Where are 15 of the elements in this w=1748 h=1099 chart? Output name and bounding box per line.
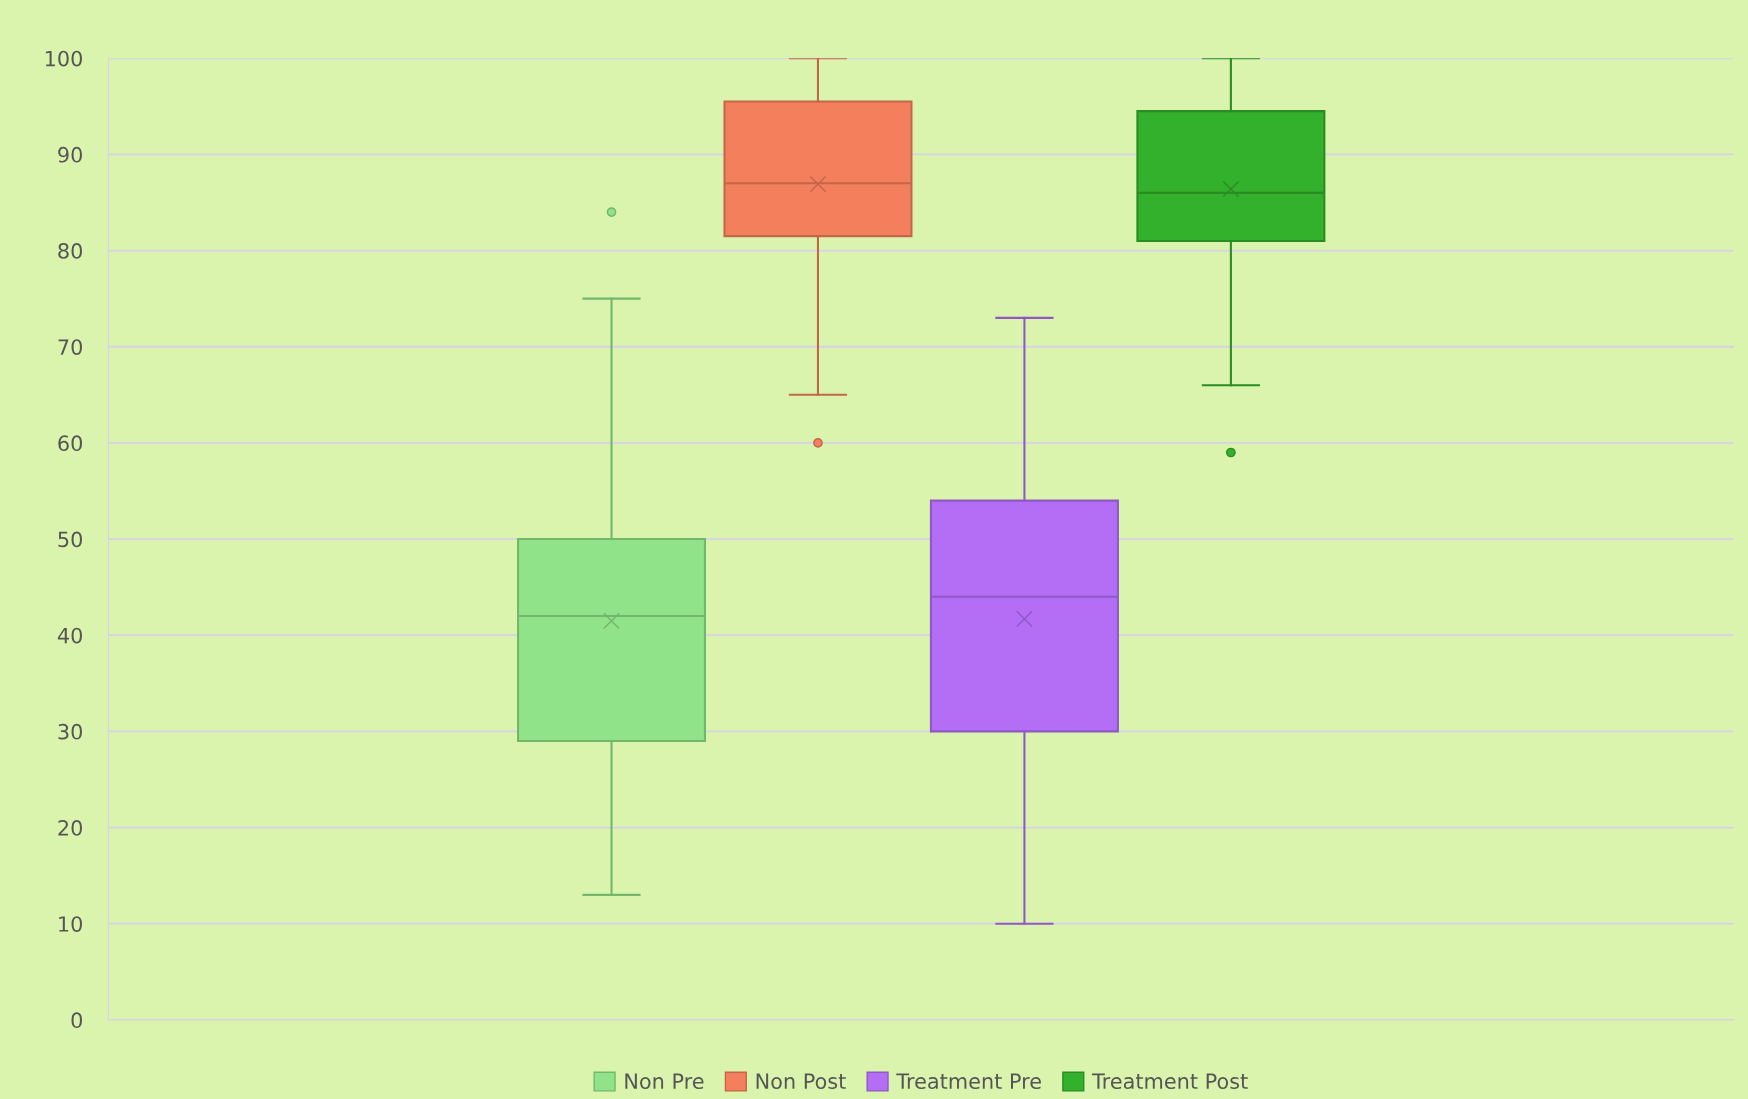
y-tick-label: 70 bbox=[58, 339, 82, 355]
y-tick-label: 20 bbox=[58, 820, 82, 836]
y-tick-label: 100 bbox=[45, 50, 82, 67]
legend-label: Non Post bbox=[756, 1073, 846, 1090]
y-tick-label: 50 bbox=[58, 531, 82, 548]
legend-label: Treatment Post bbox=[1091, 1073, 1248, 1090]
y-tick-label: 60 bbox=[58, 435, 82, 452]
y-tick-label: 0 bbox=[71, 1012, 82, 1029]
y-tick-label: 10 bbox=[59, 916, 82, 932]
legend-label: Treatment Pre bbox=[896, 1073, 1041, 1090]
y-tick-label: 90 bbox=[58, 146, 82, 163]
legend-label: Non Pre bbox=[625, 1073, 704, 1090]
y-tick-label: 30 bbox=[58, 723, 82, 740]
y-tick-label: 80 bbox=[58, 243, 82, 259]
y-tick-label: 40 bbox=[57, 627, 82, 644]
